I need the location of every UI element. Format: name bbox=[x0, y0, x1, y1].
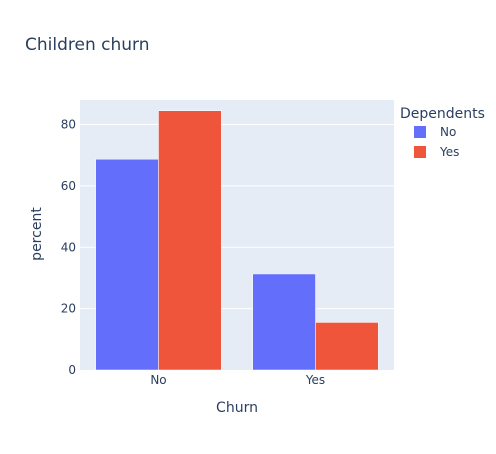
legend-items: No Yes bbox=[414, 125, 459, 159]
legend-label-no: No bbox=[440, 125, 456, 139]
y-axis-label: percent bbox=[29, 207, 45, 261]
x-tick-label: No bbox=[150, 373, 166, 387]
legend-swatch-yes bbox=[414, 146, 426, 158]
y-tick-label: 40 bbox=[61, 240, 76, 254]
bar-no-yes bbox=[252, 273, 316, 371]
legend-swatch-no bbox=[414, 126, 426, 138]
y-tick-label: 0 bbox=[68, 363, 76, 377]
y-tick-label: 20 bbox=[61, 302, 76, 316]
x-axis-label: Churn bbox=[216, 400, 258, 416]
bar-yes-yes bbox=[315, 322, 379, 371]
bar-yes-no bbox=[158, 110, 222, 371]
plot-area: 0 20 40 60 80 No Yes bbox=[61, 100, 394, 387]
y-tick-label: 80 bbox=[61, 118, 76, 132]
legend-title: Dependents bbox=[400, 106, 485, 122]
bar-no-no bbox=[95, 158, 159, 371]
legend: Dependents No Yes bbox=[400, 106, 485, 159]
chart-title: Children churn bbox=[25, 35, 150, 55]
y-tick-label: 60 bbox=[61, 179, 76, 193]
x-tick-label: Yes bbox=[305, 373, 325, 387]
legend-label-yes: Yes bbox=[439, 145, 459, 159]
